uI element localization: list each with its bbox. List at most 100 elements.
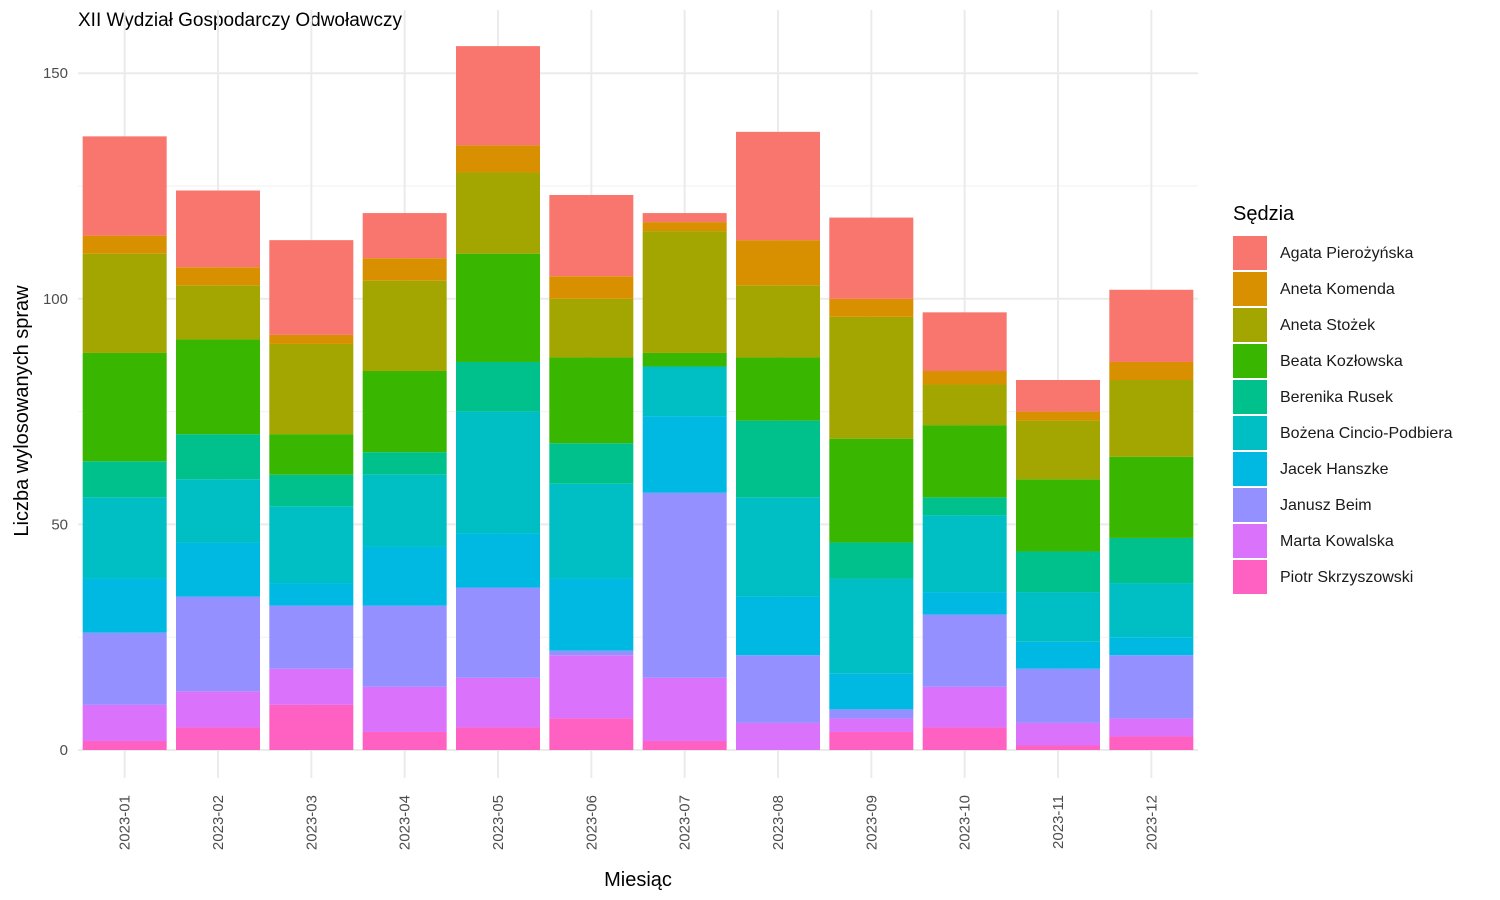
x-tick-label: 2023-04 (397, 795, 414, 850)
y-tick-label: 0 (60, 742, 68, 759)
bar-segment (829, 217, 914, 299)
bar-segment (549, 357, 634, 444)
bar-segment (922, 614, 1007, 687)
bar-segment (1109, 583, 1194, 638)
legend-key (1233, 380, 1267, 414)
bar-segment (1016, 641, 1100, 669)
bar-segment (549, 483, 634, 579)
bar-segment (176, 339, 260, 435)
bar-segment (922, 497, 1007, 516)
bar-segment (549, 195, 634, 277)
bar-segment (1109, 655, 1194, 719)
bar-segment (642, 366, 727, 417)
bar-segment (829, 718, 914, 732)
bar-segment (642, 492, 727, 678)
bar-segment (269, 506, 354, 584)
x-tick-label: 2023-07 (677, 795, 694, 850)
bar-segment (362, 605, 447, 687)
legend-label: Aneta Komenda (1280, 281, 1395, 298)
bar-segment (829, 316, 914, 439)
bar-segment (176, 542, 260, 597)
bar-segment (176, 727, 260, 750)
bar-segment (736, 357, 820, 421)
bar-segment (549, 718, 634, 750)
bar-segment (549, 443, 634, 484)
x-axis-ticks: 2023-01 2023-02 2023-03 2023-04 2023-05 2023-… (117, 795, 1161, 850)
x-tick-label: 2023-05 (490, 795, 507, 850)
bar-segment (82, 253, 167, 353)
legend-label: Berenika Rusek (1280, 389, 1394, 406)
bar-segment (176, 267, 260, 286)
x-tick-label: 2023-12 (1143, 795, 1160, 850)
bar-segment (176, 434, 260, 480)
bar-segment (922, 384, 1007, 426)
y-tick-label: 50 (51, 516, 68, 533)
bar-segment (736, 420, 820, 498)
legend-label: Janusz Beim (1280, 497, 1372, 514)
x-tick-label: 2023-11 (1050, 795, 1067, 849)
legend-title: Sędzia (1233, 203, 1295, 225)
bar-segment (736, 497, 820, 597)
legend-label: Agata Pierożyńska (1280, 245, 1414, 262)
x-axis-title: Miesiąc (604, 869, 672, 891)
bar-segment (829, 709, 914, 719)
bar-segment (269, 605, 354, 669)
legend-label: Piotr Skrzyszowski (1280, 569, 1413, 586)
bar-segment (549, 276, 634, 299)
bar-segment (642, 213, 727, 223)
bar-segment (269, 474, 354, 507)
bar-segment (269, 583, 354, 606)
bar-segment (1109, 736, 1194, 750)
bar-segment (1109, 289, 1194, 362)
bar-segment (269, 434, 354, 475)
x-tick-label: 2023-02 (210, 795, 227, 850)
bar-segment (829, 438, 914, 543)
bar-segment (456, 727, 540, 750)
bar-segment (1109, 718, 1194, 737)
bar-segment (362, 546, 447, 606)
bar-segment (456, 677, 540, 728)
bar-segment (176, 596, 260, 692)
bar-segment (549, 655, 634, 719)
bar-segment (456, 587, 540, 678)
bar-segment (269, 240, 354, 335)
bar-segment (829, 731, 914, 750)
bar-segment (362, 731, 447, 750)
bar-segment (456, 411, 540, 534)
x-tick-label: 2023-09 (863, 795, 880, 850)
bar-segment (82, 632, 167, 705)
legend-key (1233, 416, 1267, 450)
legend-key (1233, 308, 1267, 342)
bar-segment (1016, 592, 1100, 642)
bar-segment (922, 686, 1007, 728)
bar-segment (176, 691, 260, 728)
legend: Sędzia Agata Pierożyńska Aneta Komenda Ane… (1233, 203, 1453, 594)
y-axis-ticks: 0 50 100 150 (43, 65, 68, 759)
bar-segment (362, 280, 447, 371)
bar-segment (1016, 551, 1100, 593)
bar-segment (829, 673, 914, 710)
y-axis-title: Liczba wylosowanych spraw (11, 285, 33, 537)
bar-segment (922, 312, 1007, 371)
x-tick-label: 2023-08 (770, 795, 787, 850)
bar-segment (82, 578, 167, 633)
bar-segment (642, 740, 727, 750)
bar-segment (456, 361, 540, 412)
bar-segment (922, 425, 1007, 498)
legend-key (1233, 236, 1267, 270)
bar-segment (736, 722, 820, 750)
bar-segment (362, 474, 447, 547)
legend-key (1233, 272, 1267, 306)
bar-segment (82, 740, 167, 750)
bar-segment (362, 686, 447, 732)
bar-segment (829, 542, 914, 579)
bar-segment (82, 461, 167, 498)
bar-segment (1016, 380, 1100, 412)
bar-segment (269, 343, 354, 435)
bar-segment (922, 727, 1007, 750)
bar-segment (829, 298, 914, 317)
bar-segment (642, 231, 727, 353)
bar-segment (456, 253, 540, 362)
bar-segment (176, 285, 260, 340)
